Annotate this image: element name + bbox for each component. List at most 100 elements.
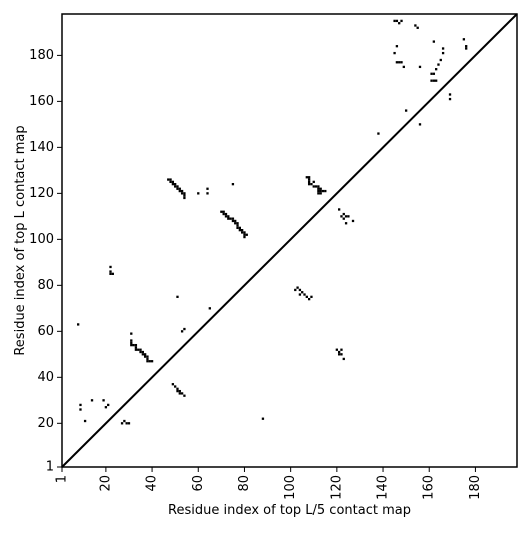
contact-point: [342, 217, 345, 220]
contact-point: [317, 187, 320, 190]
contact-point: [340, 215, 343, 218]
contact-point: [314, 185, 318, 188]
contact-point: [176, 387, 179, 390]
contact-point: [317, 185, 320, 188]
y-tick-label: 60: [37, 324, 54, 339]
contact-point: [183, 192, 186, 195]
contact-point: [141, 350, 144, 354]
contact-point: [143, 353, 147, 356]
contact-point: [338, 353, 341, 356]
contact-point: [125, 422, 128, 425]
contact-point: [418, 123, 422, 126]
contact-point: [294, 288, 297, 292]
contact-point: [400, 61, 403, 64]
contact-point: [243, 235, 246, 239]
y-tick-label: 40: [37, 370, 54, 385]
contact-point: [83, 419, 87, 423]
contact-point: [77, 323, 80, 326]
contact-point: [231, 217, 235, 220]
contact-point: [222, 212, 225, 216]
contact-point: [398, 22, 401, 25]
contact-point: [312, 180, 315, 184]
contact-point: [169, 178, 172, 181]
contact-point: [312, 185, 315, 188]
contact-point: [319, 187, 322, 190]
contact-point: [109, 265, 112, 269]
contact-point: [344, 222, 348, 225]
contact-point: [148, 360, 151, 363]
contact-point: [400, 19, 403, 23]
contact-point: [319, 189, 322, 193]
contact-point: [231, 183, 235, 186]
contact-point: [435, 79, 438, 82]
contact-point: [245, 233, 248, 236]
x-tick-label: 100: [283, 475, 298, 500]
contact-point: [307, 183, 311, 186]
contact-point: [402, 65, 405, 69]
contact-point: [109, 270, 112, 273]
y-tick-label: 100: [29, 232, 54, 247]
contact-point: [134, 343, 138, 347]
contact-point: [324, 189, 327, 193]
contact-point: [224, 212, 228, 216]
contact-point: [176, 187, 179, 190]
contact-point: [238, 229, 241, 232]
contact-point: [132, 343, 135, 347]
contact-point: [174, 183, 177, 186]
contact-point: [321, 189, 325, 193]
diagonal-line: [61, 13, 518, 468]
contact-point: [234, 222, 237, 225]
contact-point: [146, 355, 149, 358]
x-tick-label: 140: [376, 475, 391, 500]
contact-point: [236, 224, 239, 227]
contact-point: [395, 45, 399, 48]
contact-point: [351, 219, 355, 223]
contact-point: [180, 392, 184, 395]
contact-point: [243, 231, 246, 234]
contact-point: [90, 399, 94, 402]
contact-point: [342, 357, 345, 361]
contact-point: [143, 355, 147, 358]
contact-point: [234, 219, 237, 223]
contact-point: [347, 215, 350, 218]
contact-point: [465, 45, 468, 48]
contact-point: [174, 185, 177, 188]
contact-point: [146, 360, 149, 363]
contact-point: [167, 178, 170, 181]
contact-point: [437, 63, 440, 66]
contact-point: [430, 72, 433, 75]
contact-point: [171, 180, 175, 184]
contact-point: [141, 353, 144, 356]
contact-point: [176, 389, 179, 393]
contact-point: [301, 291, 304, 294]
contact-point: [183, 327, 186, 331]
contact-point: [465, 47, 468, 50]
y-tick-label: 140: [29, 140, 54, 155]
contact-point: [319, 192, 322, 195]
contact-point: [395, 61, 399, 64]
contact-point: [120, 422, 124, 425]
contact-point: [79, 408, 82, 411]
plot-frame: [61, 13, 518, 468]
contact-point: [310, 295, 313, 298]
contact-point: [441, 51, 445, 55]
x-axis-ticks: 1 20 40 60 80 100 120 140 160 180: [55, 467, 483, 500]
contact-point: [224, 215, 228, 218]
y-tick-label: 160: [29, 94, 54, 109]
contact-point: [180, 192, 184, 195]
contact-point: [439, 58, 442, 62]
contact-point: [307, 180, 311, 184]
contact-point: [338, 350, 341, 354]
contact-point: [183, 194, 186, 197]
contact-point: [231, 219, 235, 223]
contact-point: [229, 217, 232, 220]
contact-point: [448, 97, 452, 101]
contact-point: [206, 187, 209, 190]
contact-point: [227, 217, 230, 220]
contact-point: [176, 185, 179, 188]
contact-point: [261, 417, 265, 420]
contact-point: [393, 51, 396, 55]
